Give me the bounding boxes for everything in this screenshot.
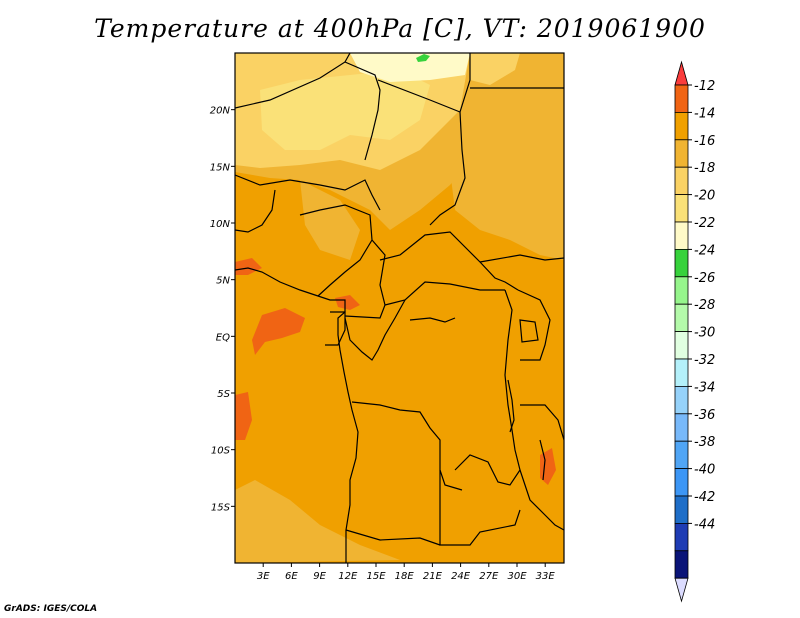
colorbar-swatch	[674, 550, 689, 579]
lon-tick-label: 33E	[536, 571, 556, 582]
field-east-band	[450, 53, 564, 260]
coastline-west-africa	[235, 267, 359, 563]
border-chad-sudan	[429, 111, 466, 226]
political-boundaries	[235, 53, 564, 563]
lon-tick-label: 3E	[257, 571, 270, 582]
colorbar-label: -44	[694, 517, 715, 532]
colorbar-label: -12	[694, 79, 715, 94]
border-tanzania	[520, 404, 564, 441]
lake-malawi	[539, 439, 546, 481]
latitude-axis: 20N 15N 10N 5N EQ 5S 10S 15S	[210, 106, 235, 513]
lon-tick-label: 15E	[366, 571, 386, 582]
colorbar-swatch	[674, 468, 689, 497]
border-sahel	[235, 174, 381, 211]
border-drc-angola	[351, 401, 463, 491]
colorbar-swatch	[674, 166, 689, 195]
lon-tick-label: 12E	[338, 571, 358, 582]
lon-tick-label: 6E	[285, 571, 298, 582]
border-car	[379, 231, 519, 291]
colorbar-label: -20	[694, 189, 715, 204]
border-south-sudan	[479, 254, 564, 263]
colorbar-top-arrow	[674, 60, 689, 86]
colorbar-label: -16	[694, 134, 715, 149]
colorbar-swatch	[674, 248, 689, 278]
colorbar-swatch	[674, 221, 689, 250]
field-coast-warm	[235, 258, 262, 275]
lon-tick-label: 24E	[451, 571, 471, 582]
colorbar-swatch	[674, 303, 689, 333]
border-west-coast-states	[235, 189, 276, 233]
lake-tanganyika	[507, 379, 515, 433]
color-bar: -12 -14 -16 -18 -20 -22 -24 -26 -28 -30 -32 -34 -36 -…	[674, 60, 715, 603]
border-car-south	[384, 281, 505, 306]
colorbar-label: -36	[694, 408, 715, 423]
lat-tick-label: 10N	[210, 219, 231, 230]
lon-tick-label: 18E	[395, 571, 415, 582]
border-algeria-mali	[235, 53, 351, 109]
field-west-warm	[252, 308, 305, 355]
field-north-band-3	[260, 70, 430, 150]
colorbar-swatch	[674, 194, 689, 223]
temperature-field	[235, 53, 564, 563]
colorbar-bottom-arrow	[674, 577, 689, 603]
border-congo	[344, 299, 406, 361]
colorbar-swatch	[674, 331, 689, 360]
lat-tick-label: 5S	[217, 389, 230, 400]
colorbar-label: -40	[694, 463, 715, 478]
lat-tick-label: 10S	[211, 446, 231, 457]
grads-credit: GrADS: IGES/COLA	[4, 604, 98, 614]
colorbar-label: -42	[694, 490, 715, 505]
colorbar-label: -24	[694, 243, 715, 258]
colorbar-swatch	[674, 139, 689, 168]
lon-tick-label: 27E	[479, 571, 499, 582]
border-uganda	[517, 289, 551, 361]
lon-tick-label: 30E	[507, 571, 527, 582]
colorbar-swatch	[674, 112, 689, 141]
colorbar-label: -38	[694, 435, 715, 450]
lat-tick-label: 5N	[216, 276, 230, 287]
field-south-pale	[235, 480, 400, 563]
border-namibia	[345, 529, 441, 546]
colorbar-swatch	[674, 276, 689, 305]
colorbar-label: -30	[694, 326, 715, 341]
border-angola-zambia	[439, 470, 521, 546]
colorbar-label: -34	[694, 380, 715, 395]
border-niger-north	[344, 61, 381, 161]
field-gulf-warm	[335, 295, 360, 310]
colorbar-label: -18	[694, 161, 715, 176]
colorbar-label: -32	[694, 353, 715, 368]
colorbar-swatch	[674, 413, 689, 442]
colorbar-label: -14	[694, 106, 715, 121]
field-north-band-4	[350, 53, 470, 82]
colorbar-label: -22	[694, 216, 715, 231]
colorbar-swatch	[674, 358, 689, 387]
colorbar-swatch	[674, 495, 689, 524]
lake-victoria	[519, 319, 539, 343]
field-sw-warm	[235, 392, 252, 440]
field-green-spot	[416, 54, 430, 62]
colorbar-swatch	[674, 385, 689, 415]
colorbar-swatch	[674, 440, 689, 470]
lat-tick-label: 20N	[210, 106, 231, 117]
map-title: Temperature at 400hPa [C], VT: 201906190…	[94, 14, 706, 43]
border-mozambique	[519, 469, 564, 531]
colorbar-swatch	[674, 84, 689, 113]
border-drc-east	[454, 289, 521, 486]
field-east-band-2	[470, 53, 520, 85]
lat-tick-label: 15N	[210, 162, 231, 173]
colorbar-label: -28	[694, 298, 715, 313]
river-congo-outline	[409, 317, 456, 323]
lon-tick-label: 9E	[313, 571, 326, 582]
colorbar-swatch	[674, 523, 689, 552]
field-central-tongue	[300, 180, 360, 260]
lat-tick-label: 15S	[211, 502, 231, 513]
lat-tick-label: EQ	[216, 332, 230, 343]
border-gabon	[325, 311, 346, 346]
lon-tick-label: 21E	[423, 571, 443, 582]
border-cameroon	[344, 239, 386, 319]
longitude-axis: 3E 6E 9E 12E 15E 18E 21E 24E 27E 30E 33E	[257, 563, 556, 582]
map-frame	[234, 52, 565, 564]
colorbar-label: -26	[694, 271, 715, 286]
